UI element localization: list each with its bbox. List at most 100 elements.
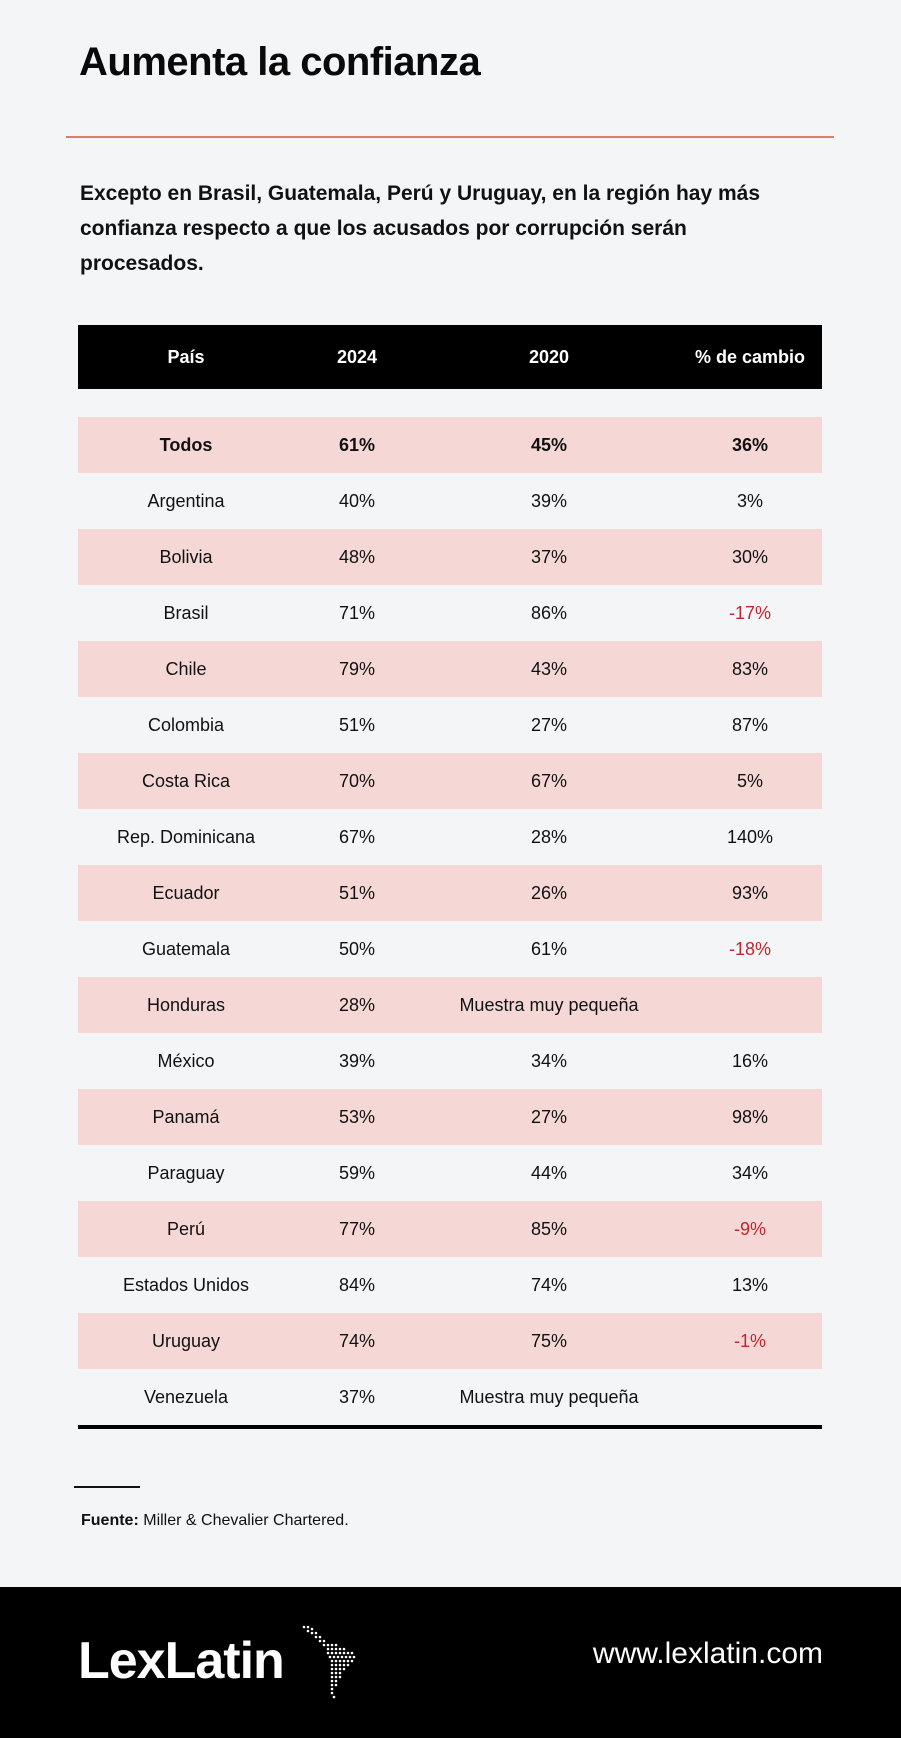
cell-change: 3% [736, 490, 763, 511]
cell-country: Estados Unidos [122, 1274, 250, 1295]
cell-country: Guatemala [141, 938, 231, 959]
cell-2020: 86% [530, 602, 568, 623]
latin-america-map-icon [302, 1625, 356, 1699]
cell-2020: 45% [530, 434, 568, 455]
table-row: Brasil 71% 86% -17% [78, 585, 822, 641]
cell-country: Perú [166, 1218, 206, 1239]
cell-country: Costa Rica [141, 770, 231, 791]
cell-2024: 51% [338, 882, 376, 903]
source-divider [74, 1486, 140, 1488]
cell-2020: 44% [530, 1162, 568, 1183]
cell-change: 30% [731, 546, 769, 567]
table-spacer [78, 389, 822, 417]
cell-2024: 40% [338, 490, 376, 511]
cell-small-sample-note: Muestra muy pequeña [459, 1386, 639, 1407]
footer: LexLatin www.lexlatin.com [0, 1587, 901, 1738]
cell-2020: 43% [530, 658, 568, 679]
table-row: Colombia 51% 27% 87% [78, 697, 822, 753]
cell-change: -18% [728, 938, 772, 959]
cell-2024: 59% [338, 1162, 376, 1183]
cell-2020: 61% [530, 938, 568, 959]
cell-change: 13% [731, 1274, 769, 1295]
cell-2024: 61% [338, 434, 376, 455]
cell-2020: 37% [530, 546, 568, 567]
cell-country: Todos [159, 434, 213, 455]
header-change: % de cambio [694, 346, 806, 367]
cell-2024: 79% [338, 658, 376, 679]
cell-2020: 67% [530, 770, 568, 791]
cell-country: Colombia [147, 714, 225, 735]
data-table: País 2024 2020 % de cambio Todos 61% 45%… [78, 325, 822, 1429]
cell-2024: 48% [338, 546, 376, 567]
cell-change: 98% [731, 1106, 769, 1127]
cell-2024: 77% [338, 1218, 376, 1239]
table-row: Panamá 53% 27% 98% [78, 1089, 822, 1145]
table-row: Perú 77% 85% -9% [78, 1201, 822, 1257]
table-header: País 2024 2020 % de cambio [78, 325, 822, 389]
lexlatin-logo: LexLatin [78, 1632, 285, 1690]
table-row: Honduras 28% Muestra muy pequeña [78, 977, 822, 1033]
header-country: País [167, 346, 205, 367]
cell-country: Paraguay [147, 1162, 225, 1183]
cell-country: Bolivia [159, 546, 213, 567]
table-row: Guatemala 50% 61% -18% [78, 921, 822, 977]
subtitle: Excepto en Brasil, Guatemala, Perú y Uru… [80, 182, 761, 275]
cell-country: Argentina [147, 490, 225, 511]
table-row: Uruguay 74% 75% -1% [78, 1313, 822, 1369]
cell-change: 83% [731, 658, 769, 679]
cell-2020: 39% [530, 490, 568, 511]
table-row: Bolivia 48% 37% 30% [78, 529, 822, 585]
cell-2020: 28% [530, 826, 568, 847]
cell-change: -9% [733, 1218, 766, 1239]
table-row-total: Todos 61% 45% 36% [78, 417, 822, 473]
source-text: Miller & Chevalier Chartered. [143, 1512, 349, 1529]
table-row: Rep. Dominicana 67% 28% 140% [78, 809, 822, 865]
cell-2024: 74% [338, 1330, 376, 1351]
cell-country: Chile [165, 658, 207, 679]
cell-country: Uruguay [151, 1330, 221, 1351]
cell-2020: 27% [530, 1106, 568, 1127]
cell-2024: 53% [338, 1106, 376, 1127]
cell-change: 36% [731, 434, 769, 455]
table-row: Estados Unidos 84% 74% 13% [78, 1257, 822, 1313]
cell-2024: 84% [338, 1274, 376, 1295]
cell-2020: 75% [530, 1330, 568, 1351]
cell-2020: 85% [530, 1218, 568, 1239]
cell-2024: 39% [338, 1050, 376, 1071]
table-body: Argentina 40% 39% 3% Bolivia 48% 37% 30% Brasil 7… [78, 473, 822, 1425]
page-title: Aumenta la confianza [79, 40, 481, 84]
cell-change: 34% [731, 1162, 769, 1183]
cell-2024: 70% [338, 770, 376, 791]
cell-country: Panamá [152, 1106, 220, 1127]
cell-change: -17% [728, 602, 772, 623]
table-row: Costa Rica 70% 67% 5% [78, 753, 822, 809]
cell-2024: 67% [338, 826, 376, 847]
cell-2024: 37% [338, 1386, 376, 1407]
table-row: Chile 79% 43% 83% [78, 641, 822, 697]
source-note: Fuente: Miller & Chevalier Chartered. [81, 1512, 349, 1530]
cell-2020: 34% [530, 1050, 568, 1071]
table-row: México 39% 34% 16% [78, 1033, 822, 1089]
header-2020: 2020 [528, 346, 570, 367]
cell-country: Venezuela [143, 1386, 229, 1407]
cell-2024: 71% [338, 602, 376, 623]
cell-country: Ecuador [152, 882, 220, 903]
table-row: Paraguay 59% 44% 34% [78, 1145, 822, 1201]
cell-country: Rep. Dominicana [116, 826, 256, 847]
cell-2024: 28% [338, 994, 376, 1015]
cell-change: 16% [731, 1050, 769, 1071]
cell-2024: 50% [338, 938, 376, 959]
cell-change: -1% [733, 1330, 766, 1351]
cell-change: 93% [731, 882, 769, 903]
cell-2020: 26% [530, 882, 568, 903]
cell-change: 5% [736, 770, 763, 791]
cell-change: 140% [726, 826, 774, 847]
cell-2020: 27% [530, 714, 568, 735]
table-row: Ecuador 51% 26% 93% [78, 865, 822, 921]
cell-change: 87% [731, 714, 769, 735]
website-url: www.lexlatin.com [592, 1637, 823, 1670]
cell-2024: 51% [338, 714, 376, 735]
table-bottom-rule [78, 1425, 822, 1429]
table-row: Argentina 40% 39% 3% [78, 473, 822, 529]
title-divider [66, 136, 834, 138]
